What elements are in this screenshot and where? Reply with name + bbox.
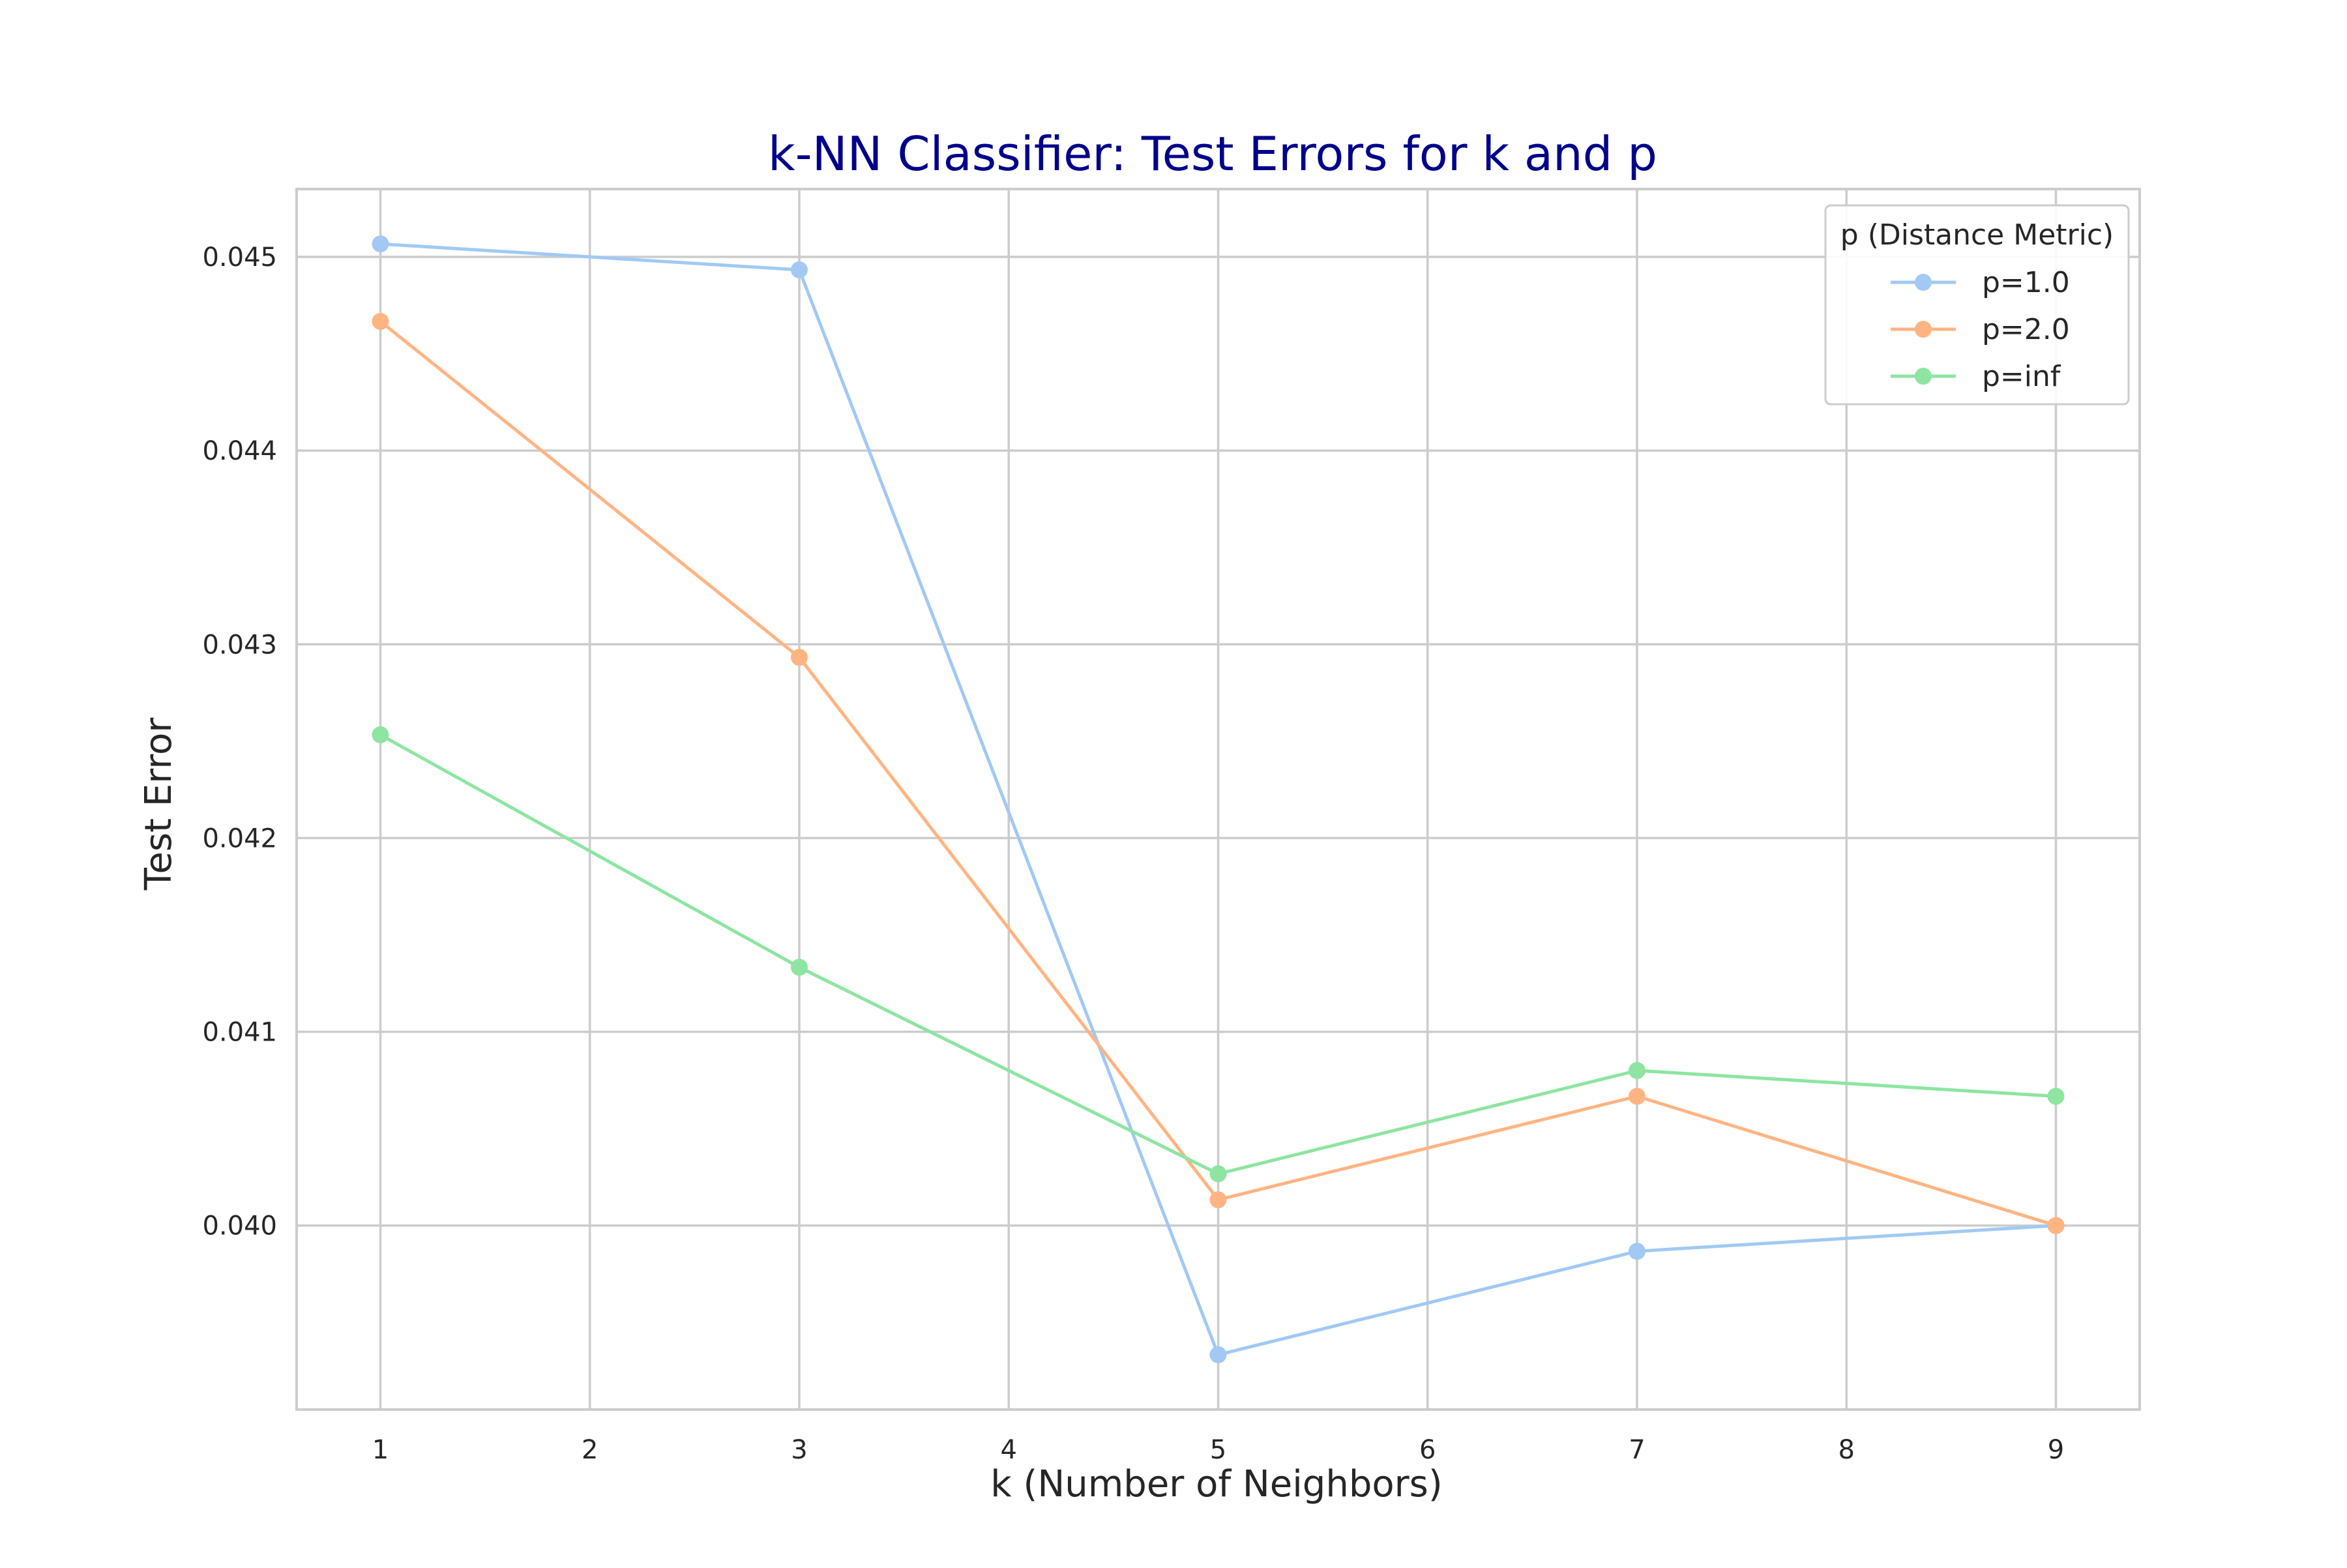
x-axis-label: k (Number of Neighbors): [990, 1463, 1442, 1505]
chart-title: k-NN Classifier: Test Errors for k and p: [768, 126, 1657, 181]
x-tick-label: 7: [1629, 1435, 1645, 1465]
grid: [297, 189, 2140, 1410]
x-tick-label: 4: [1001, 1435, 1017, 1465]
data-point: [1629, 1062, 1646, 1079]
x-tick-label: 1: [372, 1435, 389, 1465]
legend-entry-label: p=1.0: [1982, 266, 2070, 299]
data-point: [1629, 1243, 1646, 1260]
series-p=2.0: [372, 312, 2065, 1234]
y-tick-label: 0.044: [202, 436, 277, 466]
series-group: [372, 235, 2065, 1363]
legend-marker: [1915, 368, 1932, 385]
plot-border: [295, 188, 2141, 1411]
legend-entry-label: p=inf: [1982, 360, 2061, 393]
data-point: [372, 235, 389, 253]
y-tick-labels: 0.040 0.041 0.042 0.043 0.044 0.045: [202, 243, 277, 1241]
data-point: [1209, 1346, 1227, 1363]
x-tick-label: 8: [1838, 1435, 1855, 1465]
y-tick-label: 0.043: [202, 630, 277, 660]
legend-title: p (Distance Metric): [1840, 218, 2114, 252]
data-point: [791, 261, 808, 278]
x-tick-label: 6: [1419, 1435, 1436, 1465]
plot-frame: [295, 188, 2141, 1411]
data-point: [1629, 1087, 1646, 1105]
data-point: [791, 958, 808, 976]
data-point: [2047, 1217, 2065, 1234]
legend-marker: [1915, 274, 1932, 291]
legend-entry-label: p=2.0: [1982, 313, 2070, 346]
data-point: [372, 312, 389, 330]
data-point: [791, 649, 808, 666]
series-p=inf: [372, 726, 2065, 1183]
legend-marker: [1915, 321, 1932, 338]
data-point: [1209, 1191, 1227, 1209]
x-tick-labels: 1 2 3 4 5 6 7 8 9: [372, 1435, 2064, 1465]
y-tick-label: 0.042: [202, 823, 277, 853]
data-point: [372, 726, 389, 744]
y-tick-label: 0.045: [202, 243, 277, 273]
data-point: [2047, 1087, 2065, 1105]
y-tick-label: 0.041: [202, 1018, 277, 1048]
y-tick-label: 0.040: [202, 1211, 277, 1241]
y-axis-label: Test Error: [138, 717, 180, 891]
data-point: [1209, 1165, 1227, 1183]
x-tick-label: 2: [582, 1435, 598, 1465]
legend-box: [1824, 204, 2130, 406]
x-tick-label: 5: [1210, 1435, 1226, 1465]
x-tick-label: 3: [791, 1435, 807, 1465]
legend: p (Distance Metric) p=1.0 p=2.0 p=inf: [1824, 204, 2130, 406]
x-tick-label: 9: [2048, 1435, 2064, 1465]
